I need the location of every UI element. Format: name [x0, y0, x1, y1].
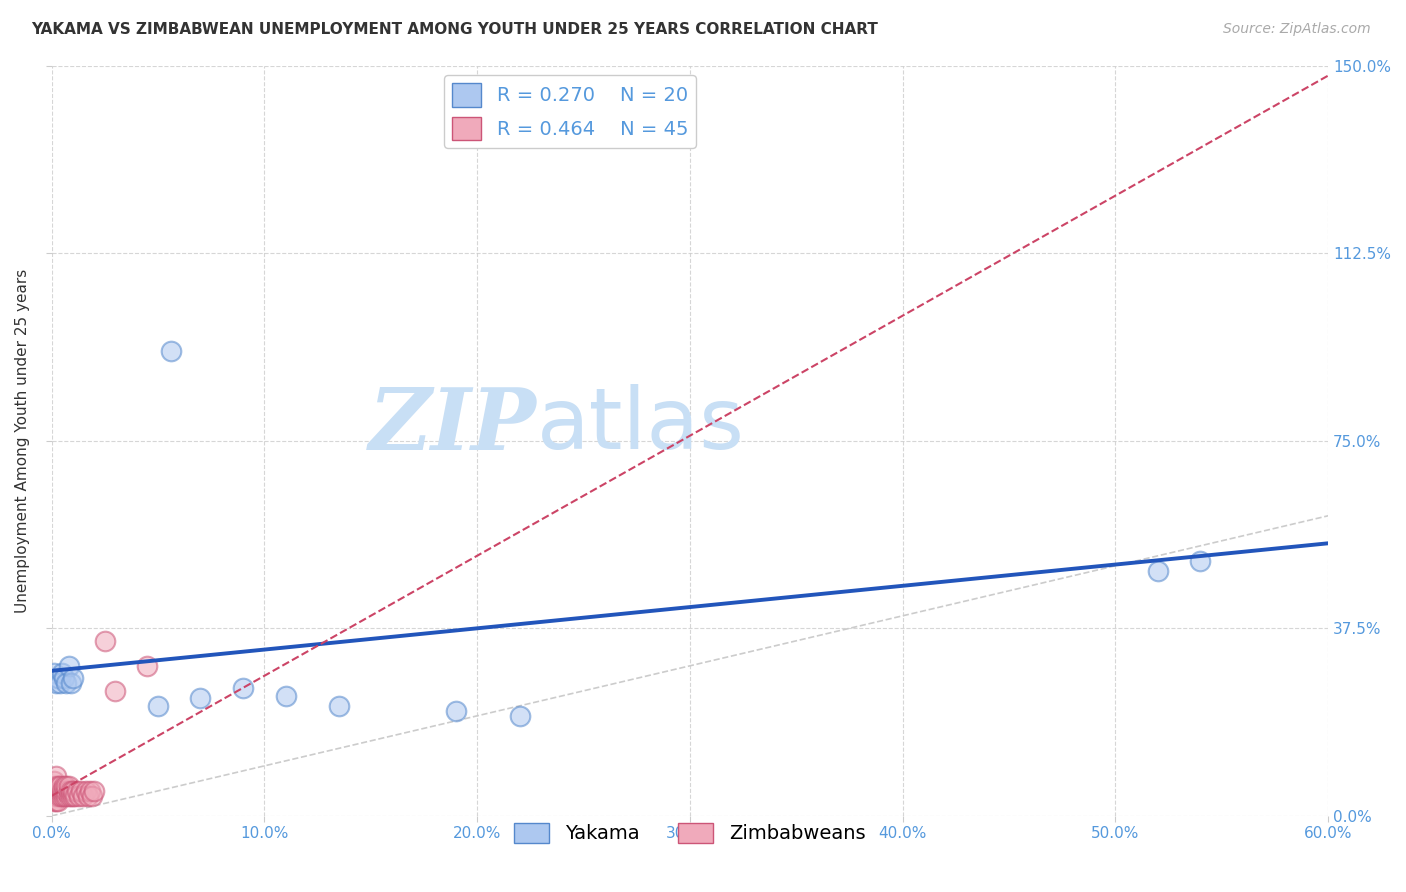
Point [67, 789, 90, 803]
Point [59, 676, 82, 690]
Point [63, 789, 86, 803]
Text: atlas: atlas [537, 384, 745, 467]
Point [62, 784, 84, 798]
Point [45, 784, 67, 798]
Point [55, 779, 77, 793]
Point [159, 343, 181, 358]
Point [45, 769, 67, 783]
Point [66, 784, 89, 798]
Point [42, 666, 65, 681]
Point [76, 789, 98, 803]
Y-axis label: Unemployment Among Youth under 25 years: Unemployment Among Youth under 25 years [15, 268, 30, 613]
Point [190, 691, 212, 706]
Text: YAKAMA VS ZIMBABWEAN UNEMPLOYMENT AMONG YOUTH UNDER 25 YEARS CORRELATION CHART: YAKAMA VS ZIMBABWEAN UNEMPLOYMENT AMONG … [31, 22, 877, 37]
Point [45, 789, 67, 803]
Point [53, 671, 76, 685]
Point [1189, 554, 1212, 568]
Point [274, 689, 297, 703]
Point [49, 779, 72, 793]
Point [62, 671, 84, 685]
Point [45, 794, 67, 808]
Point [42, 794, 65, 808]
Point [51, 789, 73, 803]
Point [46, 794, 69, 808]
Text: Source: ZipAtlas.com: Source: ZipAtlas.com [1223, 22, 1371, 37]
Point [93, 633, 115, 648]
Point [46, 784, 69, 798]
Point [146, 698, 169, 713]
Point [509, 709, 531, 723]
Point [46, 779, 69, 793]
Point [75, 784, 97, 798]
Point [49, 676, 72, 690]
Point [136, 658, 159, 673]
Point [55, 676, 77, 690]
Point [70, 784, 93, 798]
Point [49, 789, 72, 803]
Point [83, 784, 105, 798]
Point [49, 784, 72, 798]
Point [1147, 564, 1170, 578]
Point [62, 789, 84, 803]
Point [51, 666, 73, 681]
Point [59, 784, 82, 798]
Point [232, 681, 254, 696]
Point [45, 779, 67, 793]
Point [80, 789, 103, 803]
Point [55, 784, 77, 798]
Point [42, 789, 65, 803]
Point [104, 683, 127, 698]
Point [53, 779, 76, 793]
Point [444, 704, 467, 718]
Point [55, 789, 77, 803]
Point [53, 784, 76, 798]
Point [58, 779, 80, 793]
Point [46, 789, 69, 803]
Text: ZIP: ZIP [368, 384, 537, 467]
Point [328, 698, 350, 713]
Point [58, 784, 80, 798]
Point [45, 676, 67, 690]
Point [58, 789, 80, 803]
Point [42, 784, 65, 798]
Point [59, 789, 82, 803]
Point [72, 789, 94, 803]
Point [46, 671, 69, 685]
Point [42, 773, 65, 788]
Point [42, 779, 65, 793]
Point [79, 784, 101, 798]
Point [53, 789, 76, 803]
Point [51, 784, 73, 798]
Point [58, 658, 80, 673]
Legend: R = 0.270    N = 20, R = 0.464    N = 45: R = 0.270 N = 20, R = 0.464 N = 45 [444, 75, 696, 148]
